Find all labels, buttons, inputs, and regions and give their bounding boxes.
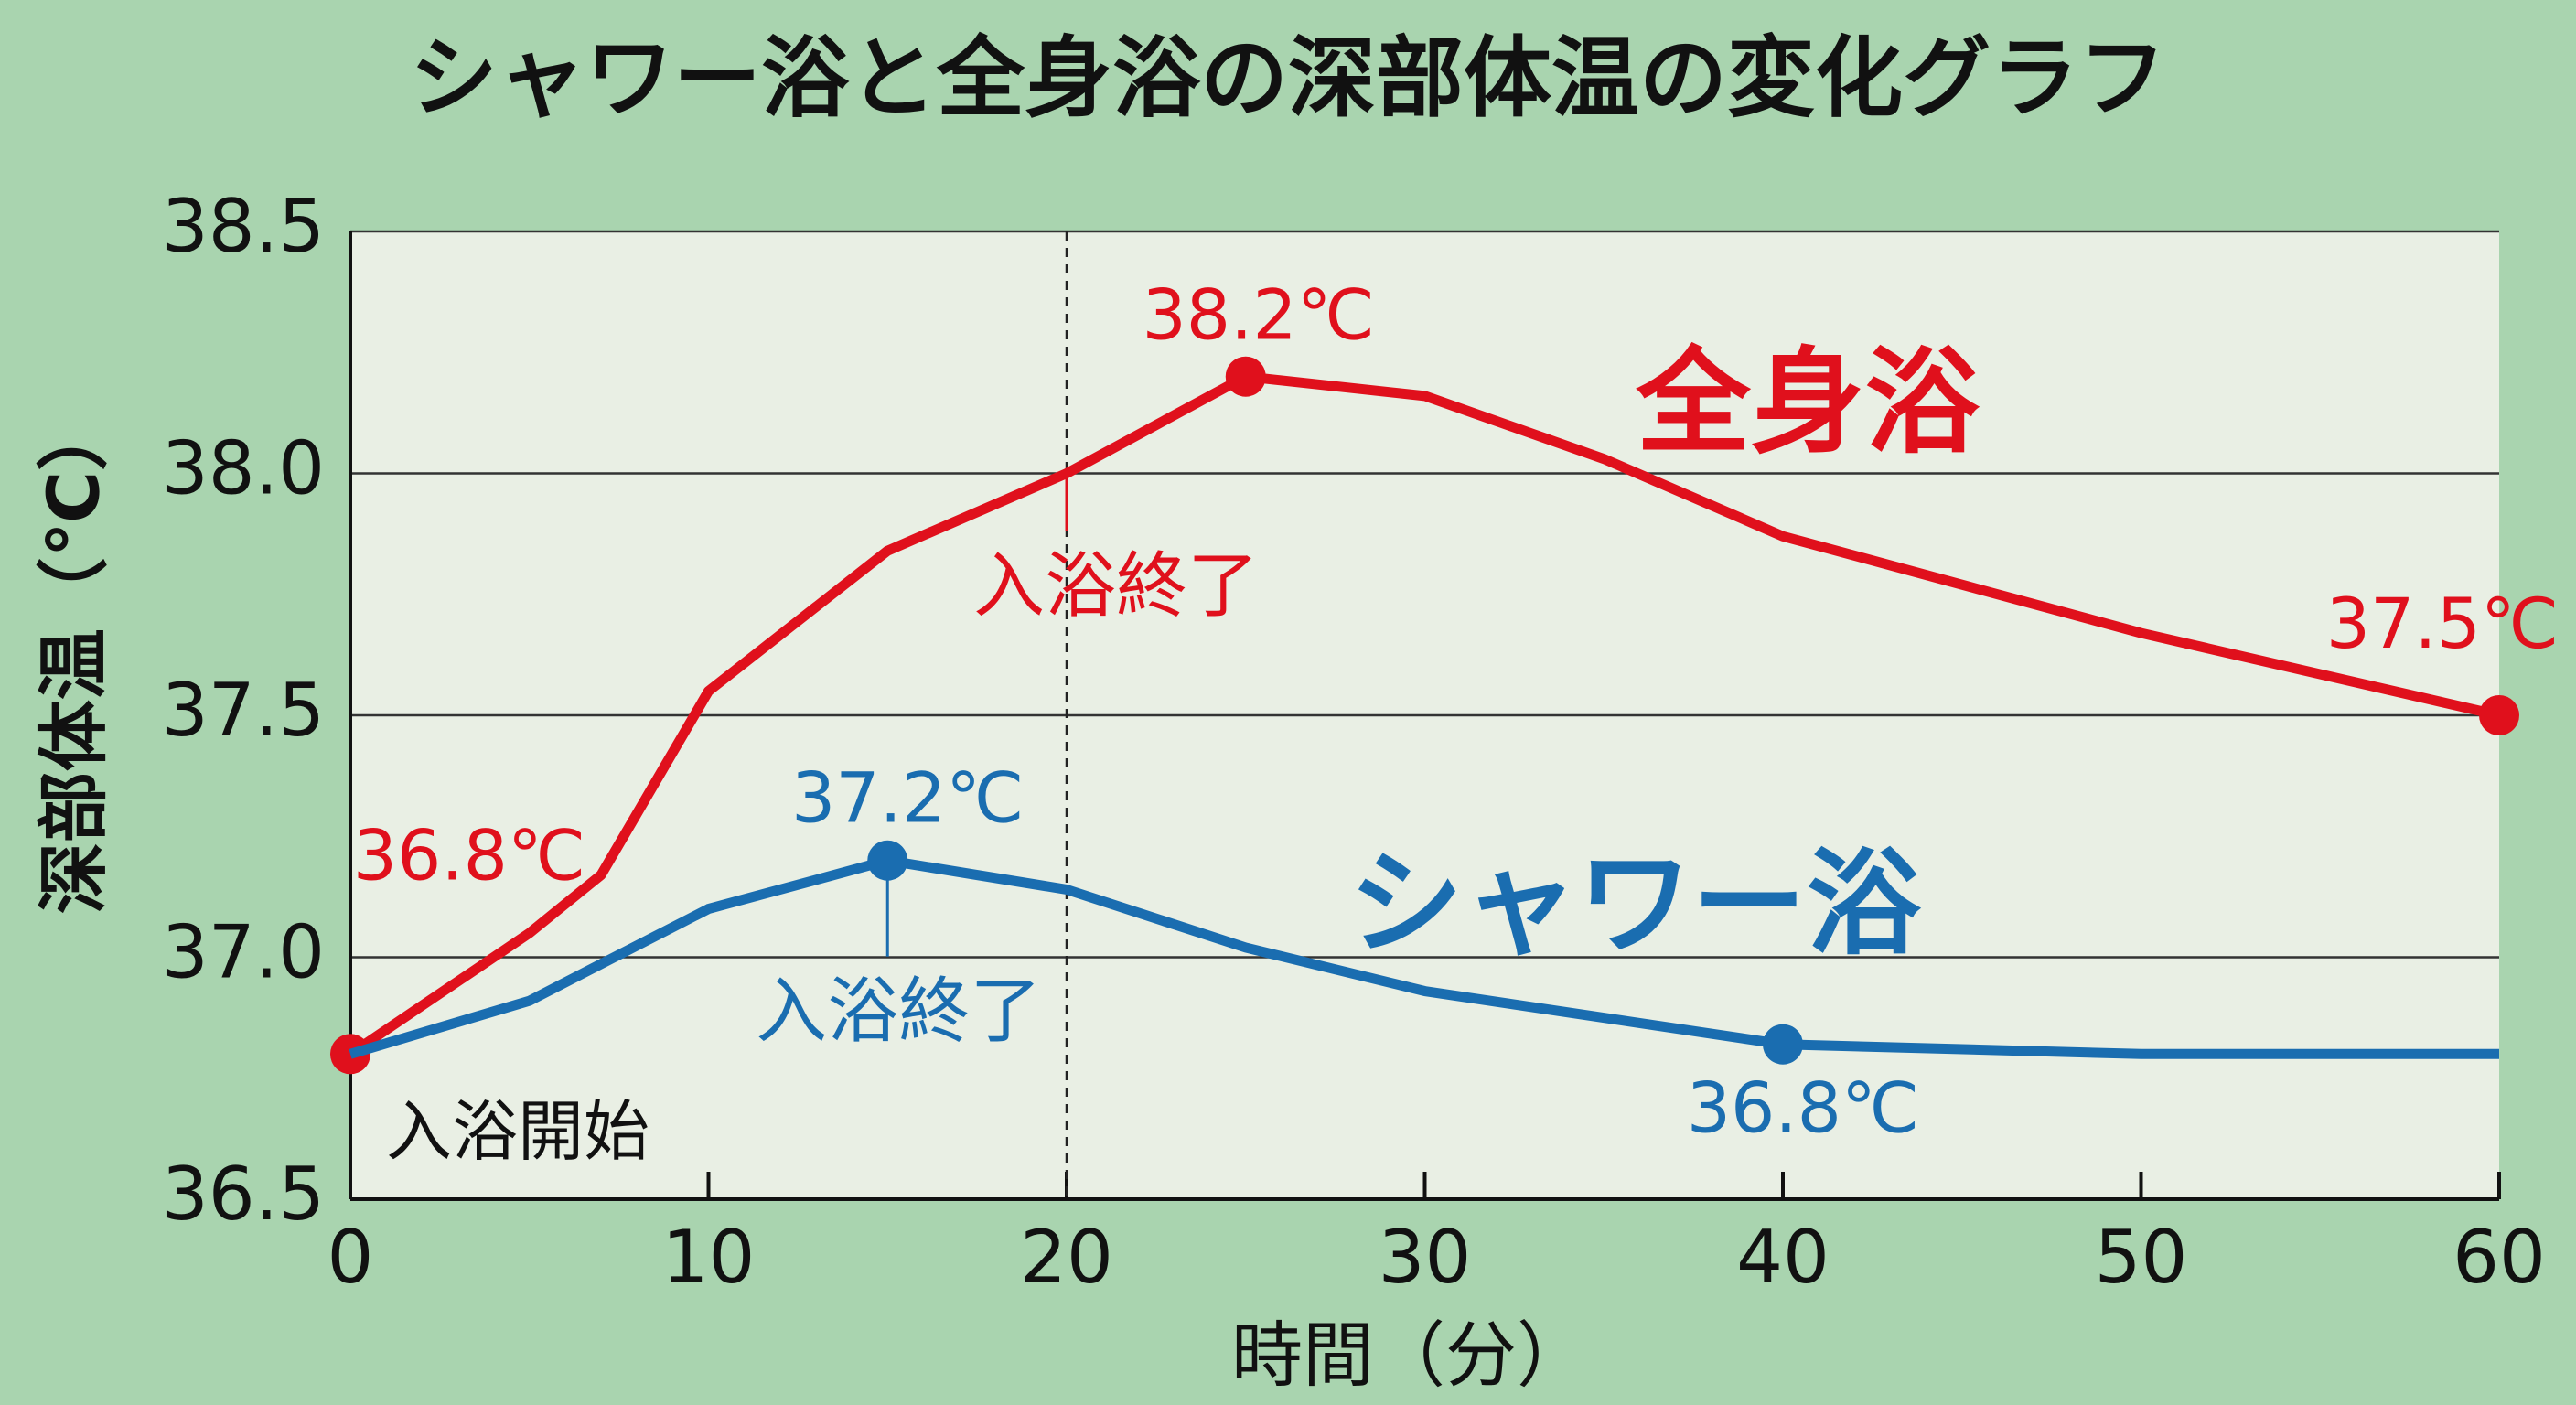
- x-tick-label: 0: [327, 1215, 374, 1300]
- series-name: シャワー浴: [1349, 838, 1922, 971]
- data-label: 36.8℃: [1687, 1067, 1920, 1149]
- x-tick-label: 30: [1379, 1215, 1472, 1300]
- end-note: 入浴終了: [973, 545, 1259, 627]
- end-note: 入浴終了: [756, 971, 1041, 1053]
- x-tick-label: 10: [662, 1215, 756, 1300]
- y-tick-label: 36.5: [162, 1152, 325, 1237]
- x-tick-label: 50: [2095, 1215, 2188, 1300]
- data-point: [867, 840, 908, 881]
- x-tick-label: 60: [2453, 1215, 2546, 1300]
- y-axis-label: 深部体温（℃）: [33, 400, 115, 914]
- data-label: 37.2℃: [791, 757, 1025, 839]
- y-tick-label: 38.5: [162, 184, 325, 269]
- x-axis-label: 時間（分）: [1231, 1314, 1588, 1397]
- chart-title: シャワー浴と全身浴の深部体温の変化グラフ: [410, 27, 2166, 129]
- y-tick-label: 37.5: [162, 668, 325, 753]
- start-note: 入浴開始: [386, 1093, 649, 1170]
- series-line: [347, 371, 2501, 1058]
- data-label: 36.8℃: [353, 814, 586, 896]
- data-point: [1763, 1024, 1803, 1065]
- x-tick-label: 40: [1736, 1215, 1830, 1300]
- y-tick-label: 37.0: [162, 909, 325, 994]
- data-label: 37.5℃: [2326, 583, 2560, 664]
- data-label: 38.2℃: [1142, 274, 1375, 356]
- y-tick-label: 38.0: [162, 425, 325, 510]
- series-line: [349, 855, 2499, 1059]
- data-point: [1225, 356, 1266, 397]
- data-point: [2479, 695, 2519, 735]
- series-name: 全身浴: [1636, 337, 1980, 469]
- x-tick-label: 20: [1020, 1215, 1113, 1300]
